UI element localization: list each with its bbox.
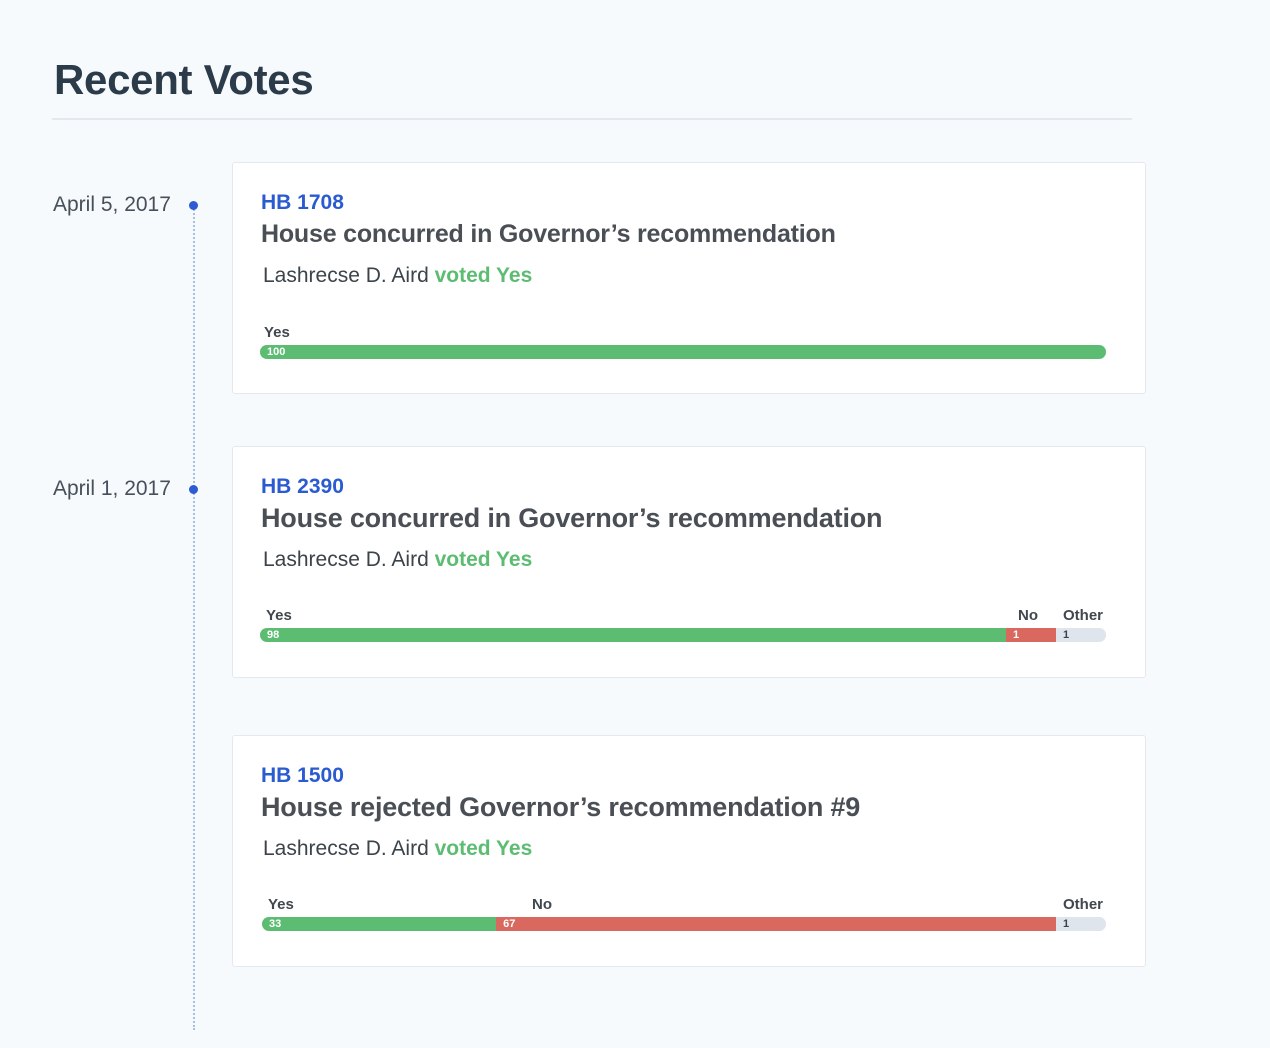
voted-result: voted Yes (434, 837, 533, 860)
tally-bar: 100 (260, 345, 1106, 359)
yes-segment: 100 (260, 345, 1106, 359)
tally-bar: 98 1 1 (260, 628, 1106, 642)
other-label: Other (1063, 607, 1104, 624)
vote-card: HB 2390 House concurred in Governor’s re… (232, 446, 1146, 678)
bill-link[interactable]: HB 1500 (261, 764, 344, 787)
other-count: 1 (1062, 918, 1070, 930)
title-divider (52, 118, 1132, 120)
legislator-name: Lashrecse D. Aird (263, 837, 429, 860)
legislator-vote-line: Lashrecse D. Aird voted Yes (263, 836, 532, 862)
yes-segment: 98 (260, 628, 1006, 642)
yes-count: 98 (267, 629, 280, 641)
timeline-dot (189, 201, 198, 210)
legislator-vote-line: Lashrecse D. Aird voted Yes (263, 547, 532, 573)
section-title: Recent Votes (54, 56, 314, 103)
bill-link[interactable]: HB 1708 (261, 191, 344, 214)
no-label: No (1018, 607, 1038, 624)
tally-bar: 33 67 1 (262, 917, 1106, 931)
yes-count: 33 (269, 918, 282, 930)
vote-card: HB 1708 House concurred in Governor’s re… (232, 162, 1146, 394)
no-segment: 67 (496, 917, 1056, 931)
yes-label: Yes (266, 607, 292, 624)
yes-count: 100 (267, 346, 286, 358)
vote-title: House concurred in Governor’s recommenda… (261, 503, 883, 533)
vote-date: April 1, 2017 (53, 477, 171, 500)
bar-labels: Yes No Other (261, 896, 1107, 914)
no-count: 1 (1013, 629, 1020, 641)
other-label: Other (1063, 896, 1104, 913)
vote-title: House rejected Governor’s recommendation… (261, 792, 861, 822)
no-count: 67 (503, 918, 516, 930)
bill-link[interactable]: HB 2390 (261, 475, 344, 498)
bar-labels: Yes (261, 324, 1107, 342)
no-label: No (532, 896, 552, 913)
legislator-name: Lashrecse D. Aird (263, 548, 429, 571)
legislator-name: Lashrecse D. Aird (263, 264, 429, 287)
yes-segment: 33 (262, 917, 497, 931)
other-segment: 1 (1055, 917, 1106, 931)
legislator-vote-line: Lashrecse D. Aird voted Yes (263, 263, 532, 289)
timeline-dot (189, 485, 198, 494)
vote-date: April 5, 2017 (53, 193, 171, 216)
bar-labels: Yes No Other (261, 607, 1107, 625)
vote-card: HB 1500 House rejected Governor’s recomm… (232, 735, 1146, 967)
timeline-line (193, 206, 195, 1030)
yes-label: Yes (268, 896, 294, 913)
voted-result: voted Yes (434, 548, 533, 571)
vote-title: House concurred in Governor’s recommenda… (261, 220, 836, 248)
other-segment: 1 (1056, 628, 1106, 642)
yes-label: Yes (264, 324, 290, 341)
voted-result: voted Yes (434, 264, 533, 287)
other-count: 1 (1063, 629, 1070, 641)
no-segment: 1 (1006, 628, 1056, 642)
